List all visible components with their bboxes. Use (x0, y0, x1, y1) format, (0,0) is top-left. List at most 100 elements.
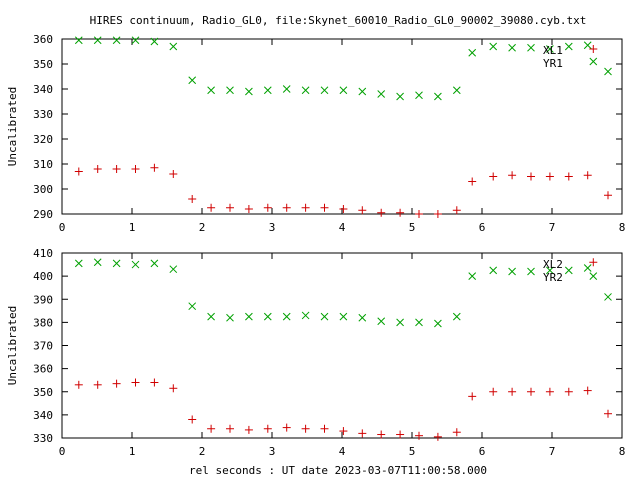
y-tick-label: 340 (33, 83, 53, 96)
data-point (207, 424, 216, 433)
data-point (434, 319, 442, 328)
x-tick-label: 7 (549, 445, 556, 458)
data-point (452, 428, 461, 437)
x-tick-label: 8 (619, 221, 626, 234)
y-tick-label: 300 (33, 183, 53, 196)
y-tick-label: 410 (33, 247, 53, 260)
data-point (358, 87, 367, 96)
data-point (131, 165, 140, 173)
y-axis-label: Uncalibrated (6, 306, 19, 385)
y-tick-label: 350 (33, 386, 53, 399)
data-point (207, 312, 215, 321)
y-tick-label: 400 (33, 270, 53, 283)
data-point (188, 76, 197, 85)
legend-entry: YR1 (543, 57, 563, 70)
data-point (489, 387, 498, 396)
data-point (188, 415, 197, 424)
data-point (301, 203, 310, 212)
data-point (226, 86, 234, 95)
data-point (169, 265, 178, 274)
data-point (93, 36, 102, 45)
data-point (112, 259, 121, 268)
data-point (545, 387, 554, 396)
data-point (282, 312, 291, 321)
data-point (583, 171, 592, 180)
data-point (112, 36, 121, 45)
data-point (320, 312, 329, 321)
data-point (226, 313, 234, 322)
x-tick-label: 8 (619, 445, 626, 458)
y-tick-label: 330 (33, 108, 53, 121)
panel-top: 290 300 310 320 330 340 350 360 0 1 2 3 4 5 6 7 8 Uncalib… (6, 33, 625, 234)
data-point (169, 384, 178, 393)
x-tick-label: 6 (479, 445, 486, 458)
y-tick-label: 330 (33, 432, 53, 445)
data-point (377, 208, 386, 217)
data-point (226, 203, 234, 212)
y-tick-label: 360 (33, 363, 53, 376)
x-tick-label: 2 (199, 221, 206, 234)
data-point (468, 48, 477, 57)
data-point (604, 409, 612, 418)
data-point (150, 378, 159, 387)
data-point (131, 260, 140, 269)
data-point (508, 43, 516, 52)
data-point (589, 258, 598, 267)
data-point (489, 42, 498, 51)
data-point (377, 90, 386, 98)
data-point (358, 429, 367, 438)
data-point (415, 431, 423, 440)
data-point (415, 210, 423, 218)
data-point (564, 172, 573, 181)
data-point (452, 206, 461, 215)
data-point (339, 312, 348, 321)
data-point (263, 424, 272, 433)
data-point (244, 205, 253, 213)
x-tick-label: 5 (409, 221, 416, 234)
data-point (358, 313, 367, 322)
data-point (564, 42, 573, 51)
legend-entry: XL2 (543, 258, 563, 271)
y-axis-label: Uncalibrated (6, 87, 19, 166)
data-point (301, 86, 310, 95)
data-point (320, 424, 329, 433)
data-point (527, 43, 535, 52)
data-point (74, 259, 83, 268)
data-point (527, 387, 535, 396)
x-tick-label: 7 (549, 221, 556, 234)
data-point (244, 425, 253, 434)
data-point (468, 392, 477, 401)
data-point (589, 45, 598, 53)
y-tick-label: 370 (33, 340, 53, 353)
x-tick-label: 5 (409, 445, 416, 458)
data-point (188, 195, 197, 203)
data-point (604, 191, 612, 200)
data-point (301, 424, 310, 433)
data-point (489, 172, 498, 181)
y-tick-label: 320 (33, 133, 53, 146)
data-point (131, 36, 140, 45)
data-point (150, 259, 159, 268)
data-point (282, 203, 291, 212)
data-point (301, 311, 310, 320)
x-tick-label: 4 (339, 221, 346, 234)
data-point (188, 302, 197, 311)
data-point (169, 170, 178, 178)
x-tick-label: 1 (129, 445, 136, 458)
data-point (339, 427, 348, 436)
data-point (415, 91, 423, 100)
data-point (282, 423, 291, 432)
x-tick-label: 6 (479, 221, 486, 234)
data-point (245, 312, 253, 321)
x-axis-label: rel seconds : UT date 2023-03-07T11:00:5… (189, 464, 487, 477)
data-point (339, 86, 348, 95)
data-point (564, 387, 573, 396)
data-point (583, 264, 592, 272)
x-tick-label: 0 (59, 221, 66, 234)
data-point (320, 203, 329, 212)
data-point (508, 267, 516, 276)
data-point (545, 172, 554, 181)
legend-entry: XL1 (543, 44, 563, 57)
x-tick-label: 3 (269, 445, 276, 458)
plot-frame (61, 252, 623, 439)
